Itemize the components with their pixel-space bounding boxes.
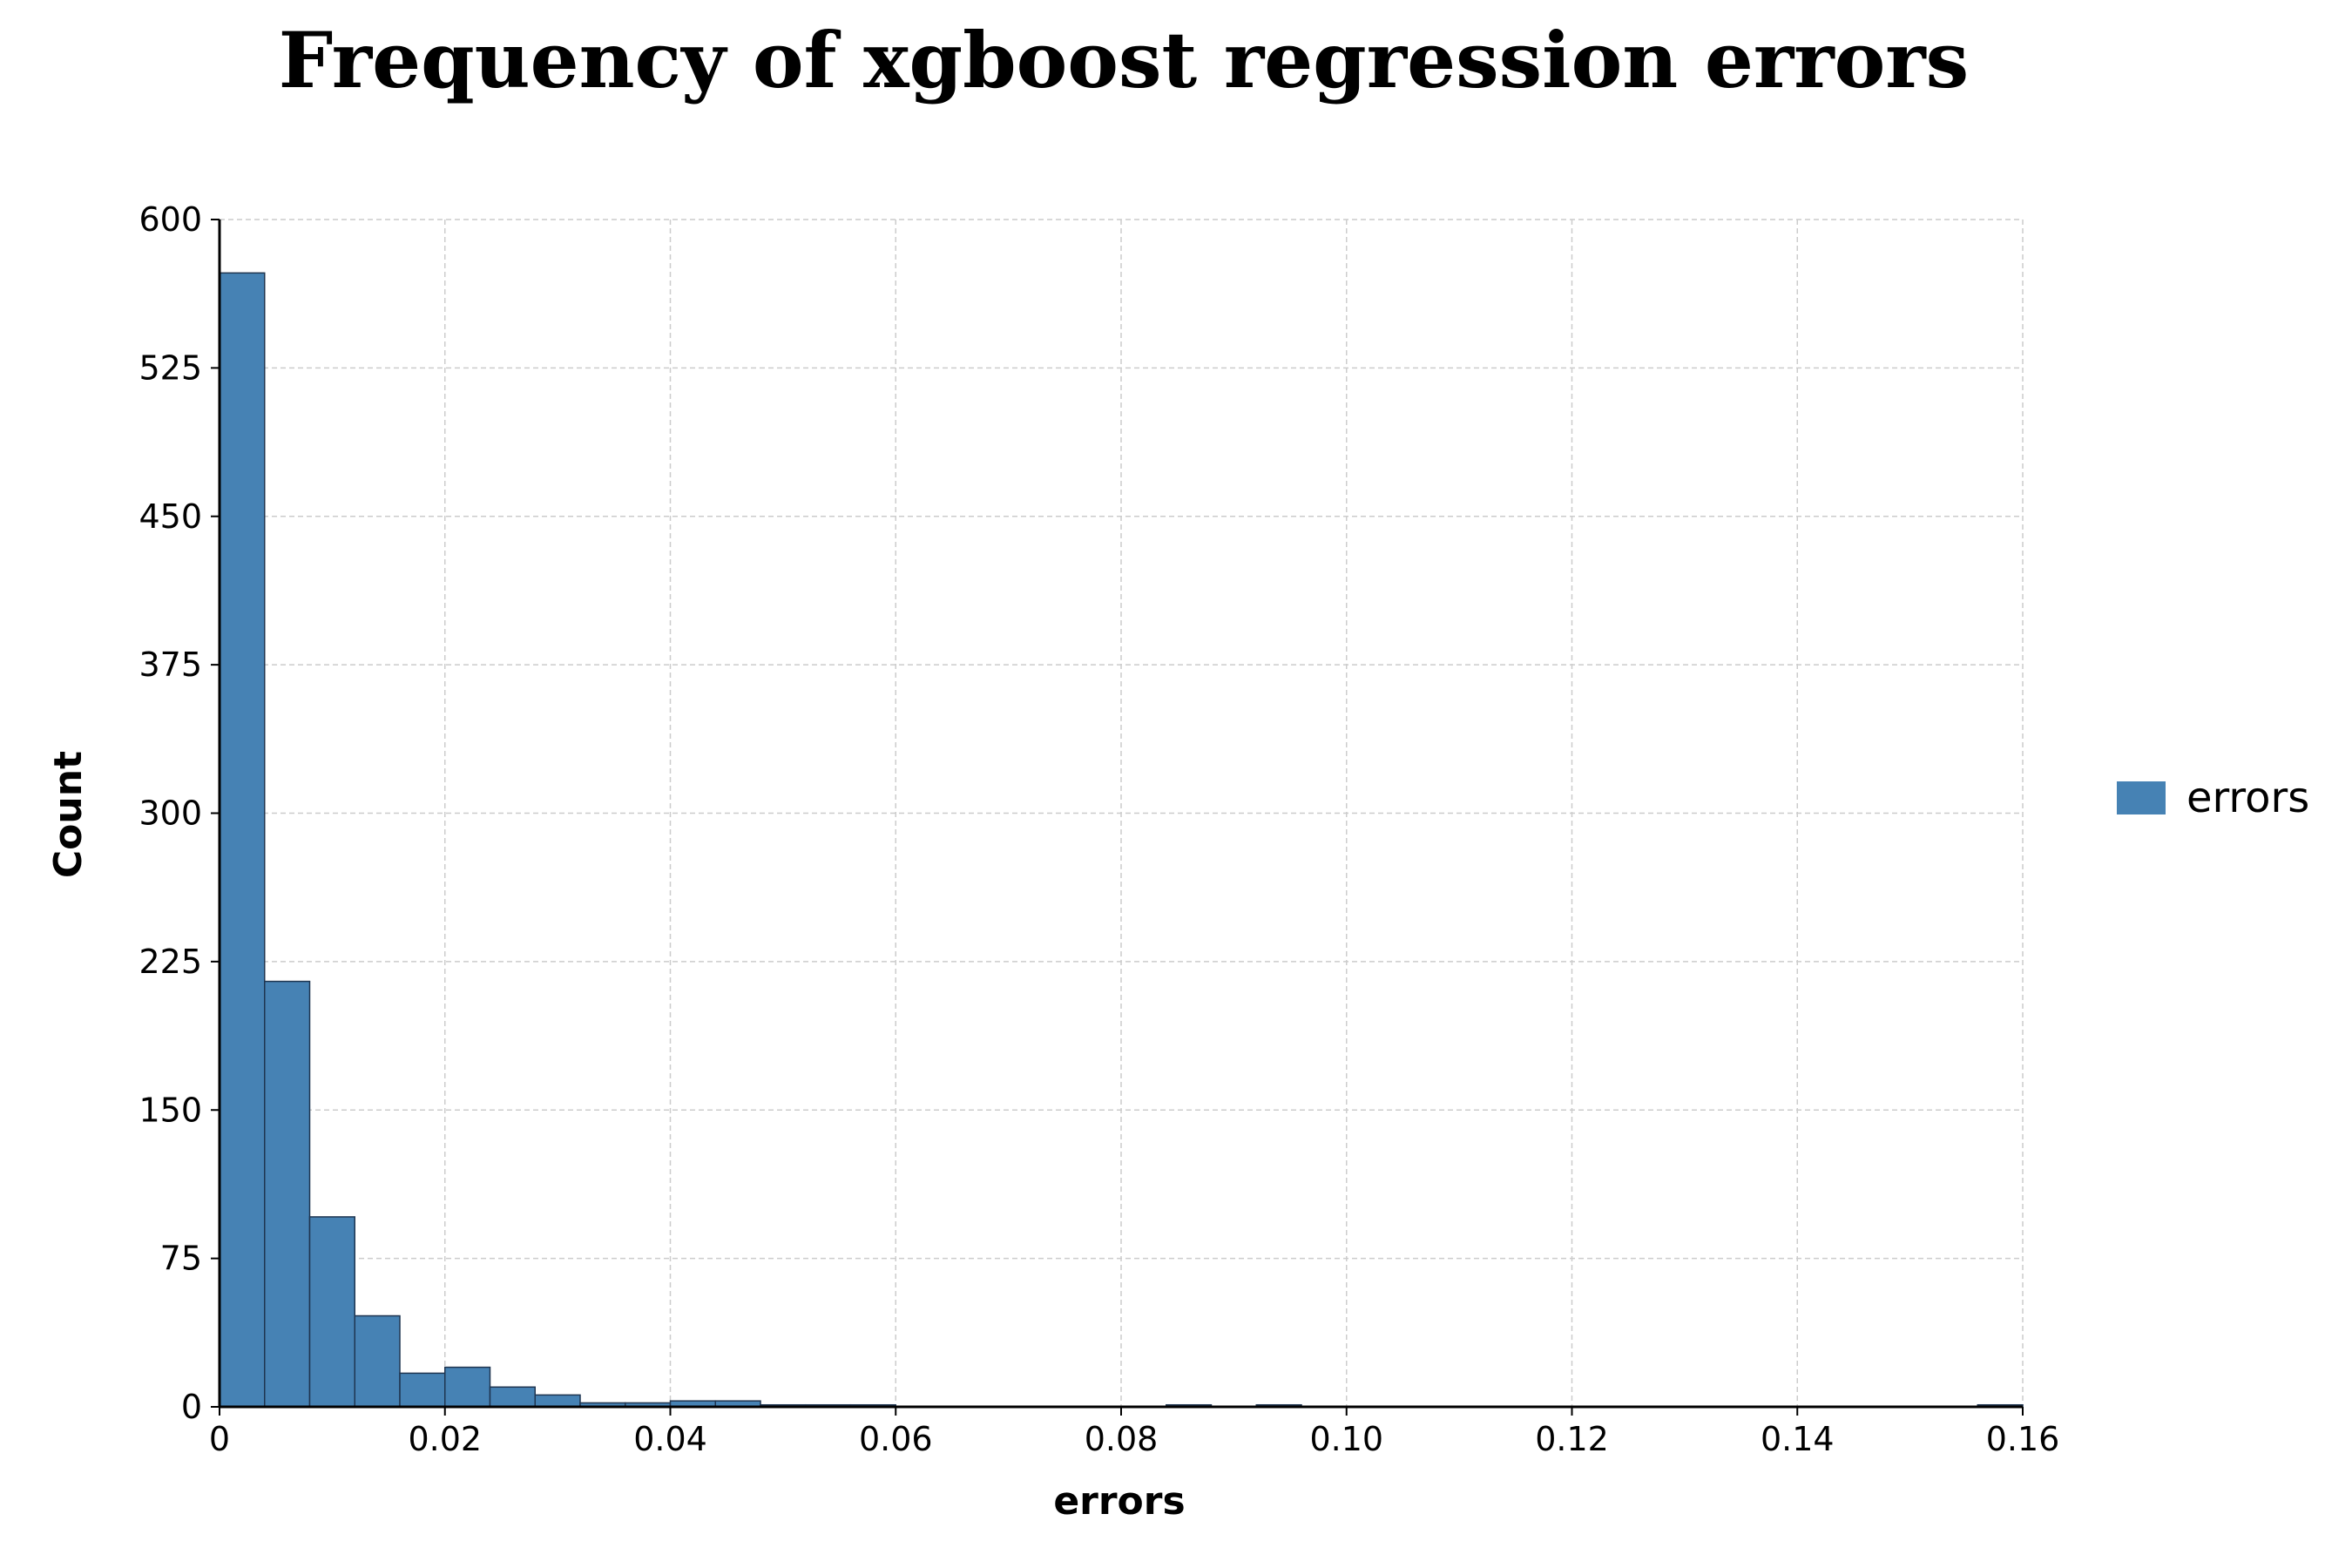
x-tick-label: 0.16 <box>1986 1420 2060 1458</box>
y-axis-ticks: 0 75 150 225 300 375 450 525 600 <box>139 200 220 1426</box>
grid-lines <box>220 219 2024 1407</box>
histogram-bar <box>489 1386 536 1408</box>
legend-label-errors: errors <box>2186 774 2309 822</box>
x-tick-label: 0.14 <box>1761 1420 1835 1458</box>
histogram-bar <box>354 1315 401 1408</box>
y-tick-label: 450 <box>139 497 202 536</box>
y-tick-label: 0 <box>181 1388 202 1426</box>
x-tick-label: 0.02 <box>408 1420 482 1458</box>
legend: errors <box>2117 774 2309 822</box>
x-tick-label: 0.12 <box>1535 1420 1609 1458</box>
y-tick-label: 75 <box>160 1240 202 1278</box>
histogram-bar <box>399 1372 446 1408</box>
x-tick-label: 0.10 <box>1309 1420 1383 1458</box>
y-tick-label: 300 <box>139 794 202 833</box>
y-tick-label: 525 <box>139 348 202 387</box>
x-axis-label: errors <box>1053 1479 1185 1524</box>
x-axis-ticks: 0 0.02 0.04 0.06 0.08 0.10 0.12 0.14 0.16 <box>209 1407 2059 1458</box>
histogram-bar <box>219 272 266 1408</box>
histogram-bar <box>308 1216 355 1408</box>
x-tick-label: 0.08 <box>1085 1420 1159 1458</box>
legend-swatch <box>2117 781 2166 814</box>
y-tick-label: 375 <box>139 645 202 684</box>
x-tick-label: 0 <box>209 1420 230 1458</box>
y-tick-label: 600 <box>139 200 202 239</box>
y-tick-label: 225 <box>139 943 202 981</box>
x-tick-label: 0.04 <box>633 1420 707 1458</box>
histogram-bar <box>444 1366 491 1408</box>
histogram-bars <box>219 272 2024 1408</box>
x-tick-label: 0.06 <box>859 1420 933 1458</box>
histogram-bar <box>534 1394 581 1408</box>
histogram-bar <box>264 980 311 1408</box>
chart-title: Frequency of xgboost regression errors <box>279 15 1969 105</box>
y-tick-label: 150 <box>139 1091 202 1129</box>
y-axis-label: Count <box>46 751 91 878</box>
